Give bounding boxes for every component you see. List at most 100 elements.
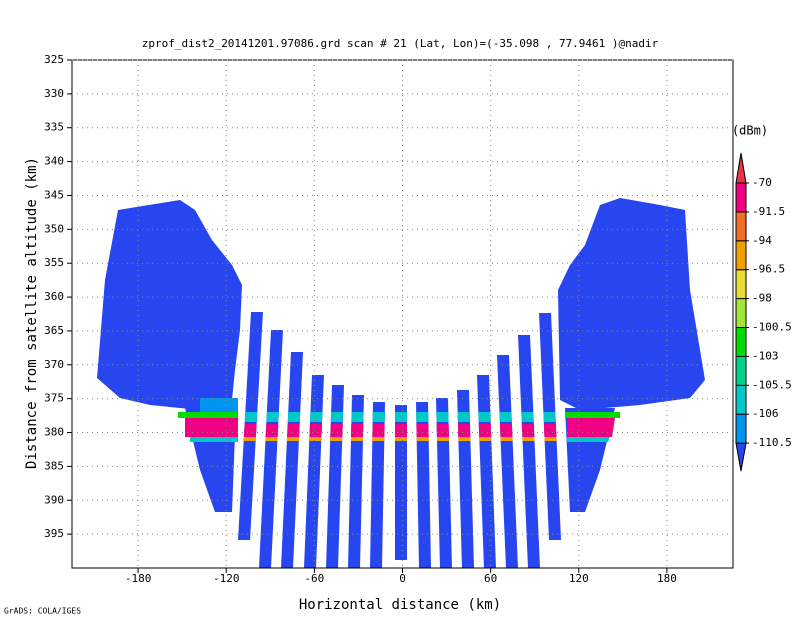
colorbar-segment [735, 442, 747, 472]
colorbar-tick-label: -70 [752, 176, 772, 189]
swath-region [416, 412, 429, 422]
swath-region [370, 402, 385, 568]
swath-region [416, 402, 431, 568]
swath-region [567, 437, 610, 442]
colorbar-tick-label: -98 [752, 292, 772, 305]
swath-region [518, 335, 540, 568]
swath-region [395, 405, 407, 560]
swath-region [309, 424, 322, 437]
y-tick-label: 380 [44, 426, 64, 439]
colorbar-segment [735, 327, 747, 357]
colorbar-segment [735, 355, 747, 386]
swath-region [372, 424, 385, 437]
swath-region [243, 437, 256, 441]
y-tick-label: 330 [44, 87, 64, 100]
swath-region [436, 437, 450, 441]
x-tick-label: 60 [484, 572, 497, 585]
y-tick-label: 385 [44, 459, 64, 472]
swath-region [185, 418, 238, 437]
y-tick-label: 335 [44, 121, 64, 134]
swath-region [310, 412, 323, 422]
footer: GrADS: COLA/IGES [4, 607, 81, 616]
swath-region [543, 412, 556, 422]
swath-region [416, 437, 429, 441]
colorbar-tick-label: -94 [752, 234, 772, 247]
colorbar-tick-label: -96.5 [752, 263, 785, 276]
swath-region [244, 412, 258, 422]
y-tick-label: 345 [44, 188, 64, 201]
swath-region [478, 412, 491, 422]
swath-region [416, 424, 429, 437]
swath-region [436, 424, 449, 437]
y-tick-label: 390 [44, 493, 64, 506]
swath-region [479, 437, 492, 441]
x-tick-label: -180 [125, 572, 152, 585]
y-tick-label: 370 [44, 358, 64, 371]
swath-region [287, 412, 301, 422]
swath-region [521, 424, 535, 437]
swath-region [497, 355, 518, 568]
colorbar-segment [735, 152, 747, 184]
y-tick-label: 360 [44, 290, 64, 303]
swath-region [436, 398, 452, 568]
swath-region [200, 398, 238, 416]
colorbar-tick-label: -105.5 [752, 378, 792, 391]
swath-region [287, 424, 300, 437]
swath-region [543, 424, 557, 437]
y-tick-label: 375 [44, 392, 64, 405]
swath-region [457, 424, 471, 437]
swath-region [265, 424, 279, 437]
y-tick-label: 350 [44, 222, 64, 235]
swath-region [97, 200, 242, 410]
swath-region [436, 412, 449, 422]
swath-region [478, 424, 492, 437]
swath-region [266, 412, 279, 422]
y-tick-label: 340 [44, 155, 64, 168]
colorbar-segment [735, 298, 747, 329]
x-tick-label: 120 [569, 572, 589, 585]
swath-region [351, 412, 364, 422]
swath-region [281, 352, 303, 568]
swath-region [330, 424, 343, 437]
swath-region [522, 437, 535, 441]
swath-region [457, 412, 470, 422]
colorbar-tick-label: -100.5 [752, 321, 792, 334]
swath-region [477, 375, 496, 568]
swath-region [499, 412, 512, 422]
colorbar-segment [735, 384, 747, 415]
swath-region [286, 437, 300, 441]
colorbar-tick-label: -110.5 [752, 436, 792, 449]
colorbar-segment [735, 240, 747, 271]
swath-region [243, 424, 257, 437]
y-axis-title: Distance from satellite altitude (km) [24, 157, 40, 469]
swath-region [304, 375, 324, 568]
colorbar-segment [735, 413, 747, 444]
swath-region [395, 412, 407, 422]
x-tick-label: 180 [657, 572, 677, 585]
field [97, 198, 705, 568]
colorbar-segment [735, 182, 747, 213]
colorbar-tick-label: -106 [752, 407, 779, 420]
swath-region [521, 412, 534, 422]
y-tick-label: 325 [44, 53, 64, 66]
swath-region [458, 437, 471, 441]
swath-region [350, 437, 364, 441]
swath-region [395, 437, 407, 441]
swath-region [330, 412, 344, 422]
colorbar-tick-label: -91.5 [752, 205, 785, 218]
swath-region [372, 412, 385, 422]
colorbar-segment [735, 269, 747, 300]
swath-region [395, 424, 407, 437]
swath-region [178, 412, 238, 418]
chart-title: zprof_dist2_20141201.97086.grd scan # 21… [142, 37, 659, 50]
swath-region [190, 437, 238, 442]
y-tick-label: 355 [44, 256, 64, 269]
y-tick-label: 395 [44, 527, 64, 540]
swath-region [500, 437, 513, 441]
swath-region [565, 412, 620, 418]
x-axis-title: Horizontal distance (km) [299, 597, 501, 613]
swath-region [265, 437, 278, 441]
swath-region [499, 424, 513, 437]
colorbar-tick-label: -103 [752, 349, 779, 362]
